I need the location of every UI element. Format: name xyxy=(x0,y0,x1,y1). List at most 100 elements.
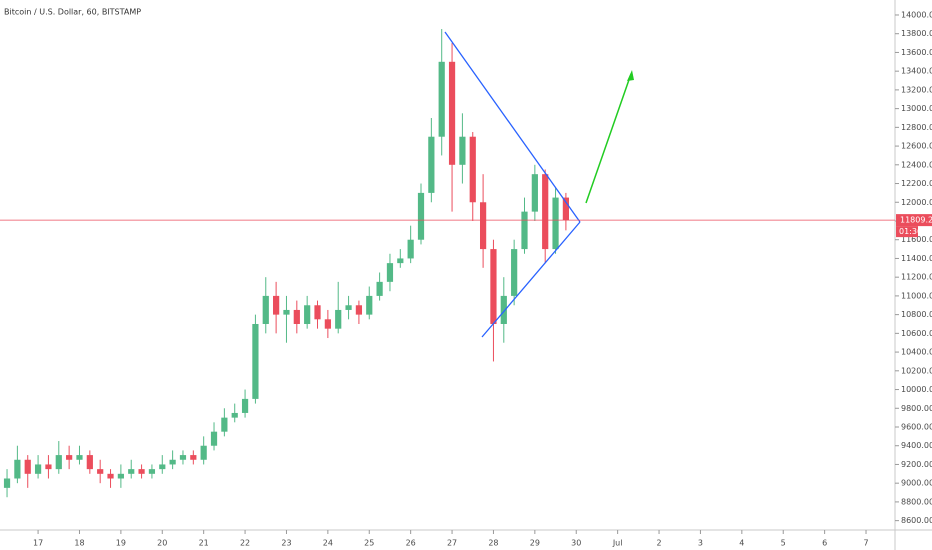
candle-body xyxy=(3,478,11,488)
y-tick-label: 11000.00 xyxy=(901,291,932,300)
candle-body xyxy=(479,202,487,250)
candle-body xyxy=(14,459,21,479)
y-tick-label: 9400.00 xyxy=(901,441,932,450)
y-tick-label: 9600.00 xyxy=(901,422,932,431)
candle-body xyxy=(531,174,538,212)
candle-body xyxy=(500,295,507,324)
candle-body xyxy=(469,136,476,203)
x-tick-label: 30 xyxy=(571,539,581,548)
candle-body xyxy=(262,295,269,324)
candle-body xyxy=(562,197,569,221)
candle-body xyxy=(355,305,363,315)
candle-body xyxy=(24,459,31,474)
x-tick-label: 18 xyxy=(74,539,84,548)
candle-body xyxy=(366,295,373,315)
x-tick-label: 7 xyxy=(863,539,868,548)
y-tick-label: 12600.00 xyxy=(901,142,932,151)
y-tick-label: 9800.00 xyxy=(901,404,932,413)
candle-body xyxy=(190,455,197,460)
candle-body xyxy=(448,61,456,165)
candle-body xyxy=(511,249,518,296)
last-price-label: 11809.29 xyxy=(900,216,932,225)
triangle-lower-line xyxy=(481,221,581,338)
y-tick-label: 8800.00 xyxy=(901,497,932,506)
x-tick-label: 21 xyxy=(199,539,209,548)
x-tick-label: 24 xyxy=(323,539,333,548)
y-tick-label: 10000.00 xyxy=(901,385,932,394)
x-tick-label: 4 xyxy=(739,539,744,548)
candle-body xyxy=(117,473,124,479)
candle-body xyxy=(241,398,249,413)
y-tick-label: 10200.00 xyxy=(901,366,932,375)
y-tick-label: 12400.00 xyxy=(901,160,932,169)
y-tick-label: 14000.00 xyxy=(901,10,932,19)
x-tick-label: 3 xyxy=(698,539,703,548)
candle-body xyxy=(324,319,331,329)
y-tick-label: 11200.00 xyxy=(901,273,932,282)
candle-body xyxy=(386,263,394,282)
candle-body xyxy=(428,136,435,193)
candle-body xyxy=(210,431,218,446)
y-tick-label: 10400.00 xyxy=(901,348,932,357)
y-tick-label: 12000.00 xyxy=(901,198,932,207)
candle-body xyxy=(304,305,311,324)
x-tick-label: 26 xyxy=(406,539,416,548)
countdown-box xyxy=(896,226,918,238)
candle-body xyxy=(459,136,466,165)
y-tick-label: 10800.00 xyxy=(901,310,932,319)
candle-body xyxy=(335,309,342,329)
candle-body xyxy=(45,464,52,470)
candle-body xyxy=(107,473,114,479)
x-tick-label: 27 xyxy=(447,539,457,548)
candle-body xyxy=(407,239,414,259)
x-tick-label: 22 xyxy=(240,539,250,548)
x-tick-label: 25 xyxy=(364,539,374,548)
candle-body xyxy=(159,464,166,470)
candle-body xyxy=(55,455,62,470)
candle-body xyxy=(86,455,93,470)
x-tick-label: 20 xyxy=(157,539,167,548)
candle-body xyxy=(200,445,207,460)
y-tick-label: 11400.00 xyxy=(901,254,932,263)
candle-body xyxy=(283,309,290,315)
candle-body xyxy=(179,455,187,460)
candle-body xyxy=(221,417,228,432)
triangle-upper-line xyxy=(444,31,581,223)
candle-body xyxy=(76,455,83,460)
y-tick-label: 13400.00 xyxy=(901,67,932,76)
x-tick-label: 17 xyxy=(33,539,43,548)
candle-body xyxy=(376,281,383,296)
candle-body xyxy=(138,469,145,474)
x-tick-label: 5 xyxy=(781,539,786,548)
candle-body xyxy=(169,459,176,465)
plot xyxy=(3,29,569,498)
y-tick-label: 9000.00 xyxy=(901,479,932,488)
last-price-box xyxy=(896,214,932,227)
y-tick-label: 13000.00 xyxy=(901,104,932,113)
y-tick-label: 9200.00 xyxy=(901,460,932,469)
candle-body xyxy=(490,249,497,324)
candle-body xyxy=(345,305,352,310)
y-tick-label: 12800.00 xyxy=(901,123,932,132)
y-tick-label: 8600.00 xyxy=(901,516,932,525)
candle-body xyxy=(231,412,238,418)
x-tick-label: 23 xyxy=(281,539,291,548)
y-tick-label: 12200.00 xyxy=(901,179,932,188)
arrow-head xyxy=(627,70,634,81)
x-tick-label: 28 xyxy=(488,539,498,548)
candle-body xyxy=(252,323,259,399)
candle-body xyxy=(128,469,135,474)
chart-title: Bitcoin / U.S. Dollar, 60, BITSTAMP xyxy=(4,8,141,17)
candle-body xyxy=(438,61,445,137)
x-tick-label: 2 xyxy=(656,539,661,548)
x-tick-label: Jul xyxy=(612,539,623,548)
y-tick-label: 13800.00 xyxy=(901,29,932,38)
candle-body xyxy=(97,469,104,474)
candle-body xyxy=(417,192,425,240)
candle-body xyxy=(314,305,321,320)
countdown-label: 01:36 xyxy=(899,227,922,236)
candle-body xyxy=(148,469,156,474)
y-tick-label: 11600.00 xyxy=(901,235,932,244)
